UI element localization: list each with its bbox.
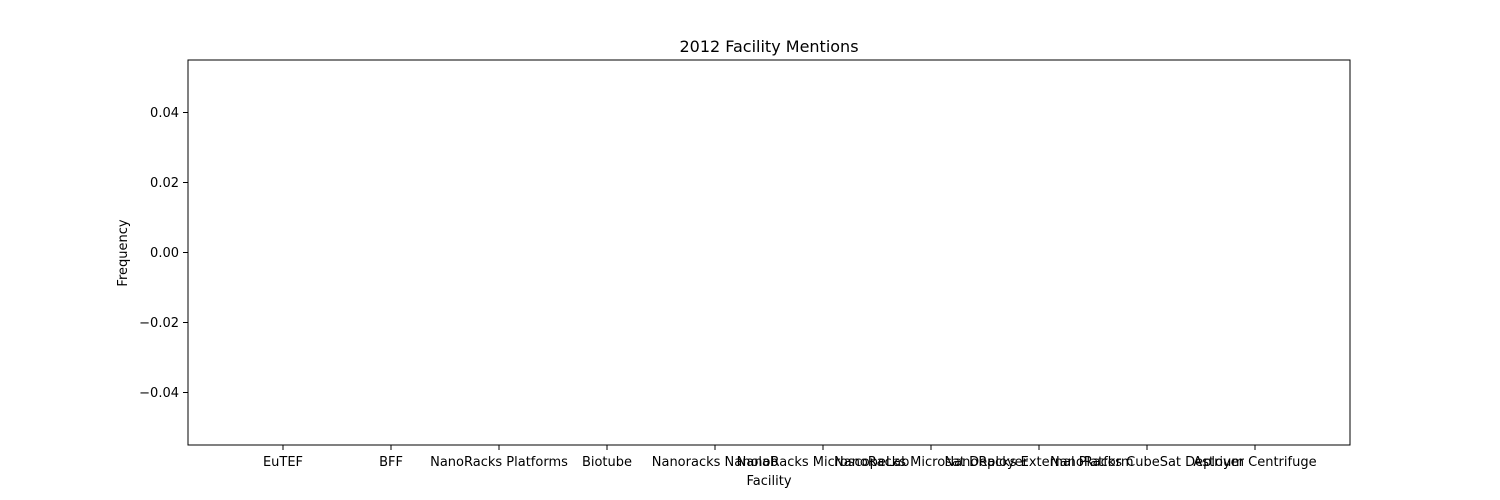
x-tick-label: BFF <box>379 455 403 470</box>
x-tick-label: NanoRacks Microsat Deployer <box>834 455 1029 470</box>
x-tick-label: Nanoracks Nanolab <box>652 455 779 470</box>
x-tick-label: NanoRacks External Platform <box>944 455 1133 470</box>
x-axis-ticks: EuTEF BFF NanoRacks Platforms Biotube Nanora… <box>263 445 1317 470</box>
y-tick-label: 0.00 <box>150 246 179 261</box>
x-tick-label: EuTEF <box>263 455 303 470</box>
y-tick-label: 0.04 <box>150 106 179 121</box>
x-tick-label: Astrium Centrifuge <box>1193 455 1316 470</box>
x-tick-label: NanoRacks MicroscopeLab <box>737 455 910 470</box>
x-axis-label: Facility <box>746 474 791 489</box>
x-tick-label: NanoRacks Platforms <box>430 455 568 470</box>
y-tick-label: 0.02 <box>150 176 179 191</box>
y-tick-label: −0.02 <box>139 316 179 331</box>
y-tick-label: −0.04 <box>139 386 179 401</box>
plot-area <box>187 59 1351 446</box>
x-tick-label: NanoRacks CubeSat Deployer <box>1050 455 1245 470</box>
y-axis-label: Frequency <box>116 219 131 286</box>
chart-title: 2012 Facility Mentions <box>679 37 858 56</box>
y-axis-ticks: 0.04 0.02 0.00 −0.02 −0.04 <box>139 106 188 401</box>
x-tick-label: Biotube <box>582 455 632 470</box>
